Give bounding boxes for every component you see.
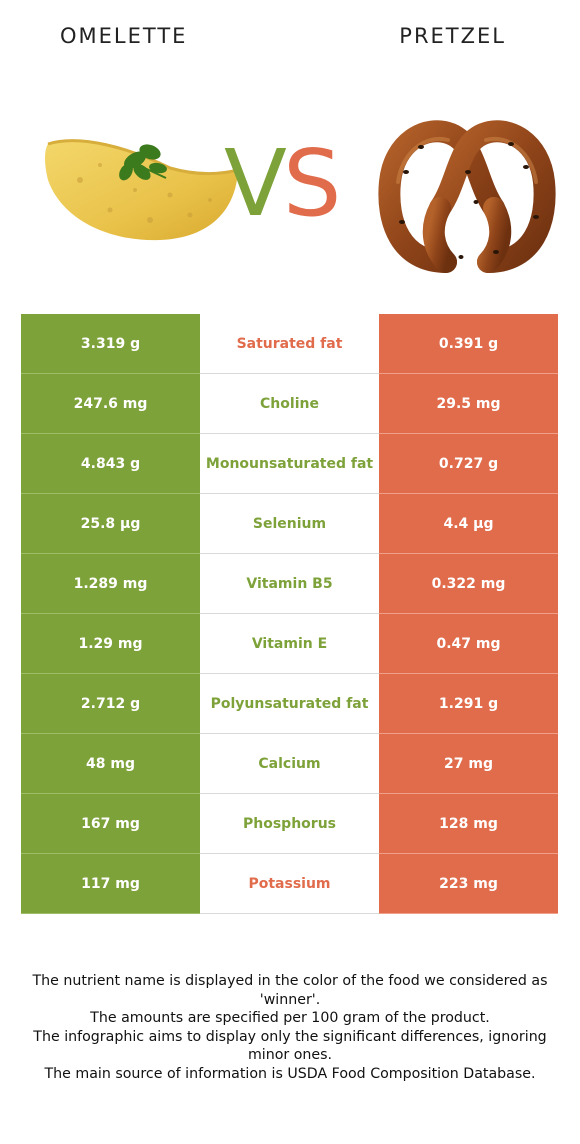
versus-label: VS bbox=[224, 130, 341, 237]
pretzel-value: 0.391 g bbox=[379, 314, 558, 374]
footer-line-2: The amounts are specified per 100 gram o… bbox=[90, 1010, 490, 1026]
table-row: 117 mg Potassium 223 mg bbox=[21, 854, 558, 914]
nutrient-name: Calcium bbox=[200, 734, 379, 793]
nutrient-name: Vitamin E bbox=[200, 614, 379, 673]
omelette-value: 247.6 mg bbox=[21, 374, 200, 434]
omelette-value: 48 mg bbox=[21, 734, 200, 794]
table-row: 3.319 g Saturated fat 0.391 g bbox=[21, 314, 558, 374]
pretzel-value: 0.322 mg bbox=[379, 554, 558, 614]
pretzel-value: 27 mg bbox=[379, 734, 558, 794]
table-row: 25.8 µg Selenium 4.4 µg bbox=[21, 494, 558, 554]
table-row: 2.712 g Polyunsaturated fat 1.291 g bbox=[21, 674, 558, 734]
pretzel-value: 0.727 g bbox=[379, 434, 558, 494]
table-row: 1.289 mg Vitamin B5 0.322 mg bbox=[21, 554, 558, 614]
pretzel-value: 1.291 g bbox=[379, 674, 558, 734]
table-row: 48 mg Calcium 27 mg bbox=[21, 734, 558, 794]
right-food-title: PRETZEL bbox=[399, 24, 506, 48]
omelette-value: 167 mg bbox=[21, 794, 200, 854]
omelette-value: 4.843 g bbox=[21, 434, 200, 494]
footer-notes: The nutrient name is displayed in the co… bbox=[18, 972, 562, 1083]
omelette-image bbox=[45, 139, 239, 241]
left-food-title: OMELETTE bbox=[60, 24, 188, 48]
footer-line-1: The nutrient name is displayed in the co… bbox=[32, 973, 548, 1008]
pretzel-value: 4.4 µg bbox=[379, 494, 558, 554]
pretzel-value: 29.5 mg bbox=[379, 374, 558, 434]
omelette-value: 3.319 g bbox=[21, 314, 200, 374]
pretzel-value: 0.47 mg bbox=[379, 614, 558, 674]
omelette-value: 1.29 mg bbox=[21, 614, 200, 674]
nutrient-name: Choline bbox=[200, 374, 379, 433]
omelette-value: 2.712 g bbox=[21, 674, 200, 734]
pretzel-value: 128 mg bbox=[379, 794, 558, 854]
table-row: 1.29 mg Vitamin E 0.47 mg bbox=[21, 614, 558, 674]
nutrient-name: Monounsaturated fat bbox=[200, 434, 379, 493]
table-row: 4.843 g Monounsaturated fat 0.727 g bbox=[21, 434, 558, 494]
pretzel-image bbox=[378, 120, 556, 273]
nutrient-name: Potassium bbox=[200, 854, 379, 913]
omelette-value: 25.8 µg bbox=[21, 494, 200, 554]
omelette-value: 117 mg bbox=[21, 854, 200, 914]
nutrient-name: Phosphorus bbox=[200, 794, 379, 853]
nutrient-name: Vitamin B5 bbox=[200, 554, 379, 613]
footer-line-3: The infographic aims to display only the… bbox=[33, 1028, 547, 1064]
nutrient-name: Saturated fat bbox=[200, 314, 379, 373]
pretzel-value: 223 mg bbox=[379, 854, 558, 914]
footer-line-4: The main source of information is USDA F… bbox=[44, 1065, 536, 1082]
nutrient-name: Polyunsaturated fat bbox=[200, 674, 379, 733]
omelette-value: 1.289 mg bbox=[21, 554, 200, 614]
parsley-garnish bbox=[119, 144, 167, 181]
comparison-table: 3.319 g Saturated fat 0.391 g 247.6 mg Choli… bbox=[21, 314, 558, 914]
table-row: 247.6 mg Choline 29.5 mg bbox=[21, 374, 558, 434]
nutrient-name: Selenium bbox=[200, 494, 379, 553]
table-row: 167 mg Phosphorus 128 mg bbox=[21, 794, 558, 854]
